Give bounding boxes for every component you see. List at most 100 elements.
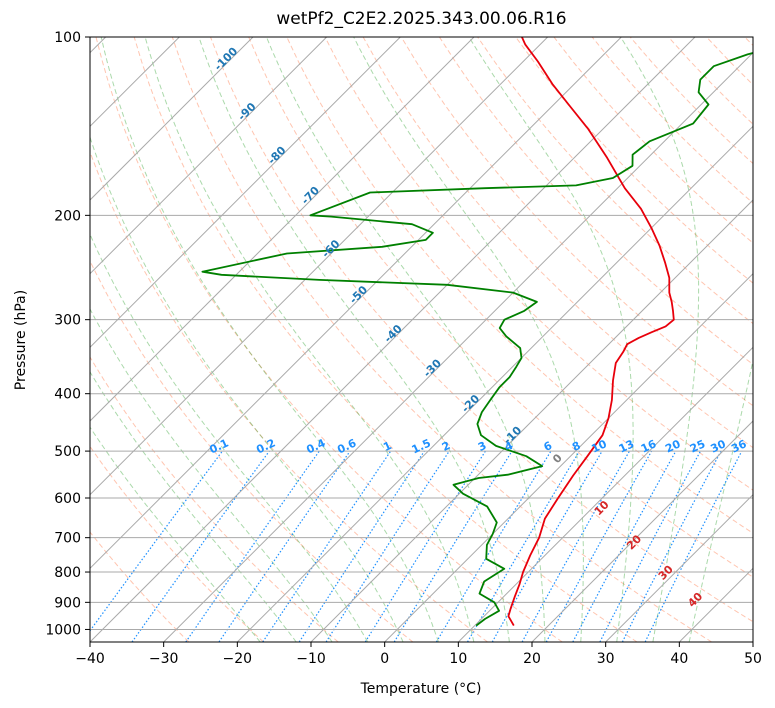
mixing-ratio-line — [298, 450, 425, 642]
dry-adiabat-line — [706, 37, 753, 86]
y-axis-label: Pressure (hPa) — [13, 290, 29, 390]
mixing-ratio-line — [185, 450, 320, 642]
mixing-ratio-label: 20 — [663, 437, 683, 455]
moist-adiabat-line — [90, 426, 261, 642]
isotherm-line — [90, 37, 401, 349]
dry-adiabat-line — [248, 37, 753, 578]
moist-adiabat-line — [100, 37, 439, 642]
moist-adiabat-line — [144, 37, 475, 642]
x-tick-label: −40 — [75, 651, 105, 667]
mixing-ratio-line — [131, 450, 270, 642]
y-tick-label: 900 — [54, 595, 81, 611]
x-tick-label: 0 — [380, 651, 389, 667]
dry-adiabat-line — [90, 150, 488, 642]
mixing-ratio-line — [621, 450, 722, 642]
mixing-ratio-label: 0.2 — [254, 436, 277, 456]
dry-adiabat-line — [210, 37, 753, 623]
isotherm-label: -100 — [212, 44, 241, 73]
mixing-ratio-line — [545, 450, 653, 642]
mixing-ratio-label: 16 — [639, 437, 659, 455]
isotherm-line — [605, 493, 753, 642]
isotherm-line — [310, 199, 753, 642]
moist-adiabat-line — [198, 37, 510, 642]
mixing-ratio-line — [218, 450, 351, 642]
mixing-ratio-label: 36 — [729, 437, 749, 455]
isotherm-line — [90, 37, 622, 570]
mixing-ratio-line — [90, 450, 223, 632]
dry-adiabat-line — [400, 37, 753, 407]
isotherm-line — [678, 567, 753, 642]
isotherm-label: -80 — [265, 144, 288, 167]
y-tick-label: 300 — [54, 313, 81, 329]
mixing-ratio-label: 3 — [476, 439, 488, 454]
dry-adiabat-line — [90, 531, 190, 642]
y-tick-label: 800 — [54, 565, 81, 581]
x-tick-label: 30 — [597, 651, 615, 667]
mixing-ratio-line — [325, 450, 450, 642]
moist-adiabat-line — [90, 135, 404, 642]
axes-layer: −40 −30 −20 −10 0 10 20 30 40 5010020030040050060… — [45, 30, 762, 667]
mixing-ratio-label: 1.5 — [410, 436, 433, 456]
x-tick-label: 20 — [523, 651, 541, 667]
isotherm-label: -60 — [319, 237, 342, 260]
dry-adiabat-line — [744, 37, 753, 47]
dry-adiabat-line — [438, 37, 753, 366]
dry-adiabat-line — [324, 37, 753, 491]
chart-title: wetPf2_C2E2.2025.343.00.06.R16 — [276, 9, 567, 29]
mixing-ratio-label: 6 — [542, 439, 555, 454]
isotherm-line — [531, 420, 753, 642]
moist-adiabat-line — [688, 358, 753, 642]
isotherm-line — [752, 641, 753, 642]
x-tick-label: −20 — [223, 651, 253, 667]
y-tick-label: 200 — [54, 208, 81, 224]
dry-adiabat-line — [90, 259, 414, 642]
x-axis-label: Temperature (°C) — [360, 681, 482, 697]
wetbulb-label: 20 — [624, 532, 644, 552]
wetbulb-label: 30 — [656, 563, 676, 583]
mixing-ratio-label: 13 — [617, 437, 636, 455]
x-tick-label: −30 — [149, 651, 179, 667]
dry-adiabat-line — [95, 37, 563, 642]
mixing-ratio-line — [262, 450, 392, 642]
y-tick-label: 400 — [54, 387, 81, 403]
dry-adiabat-line — [90, 356, 339, 642]
mixing-ratio-line — [521, 450, 631, 642]
mixing-ratio-label: 10 — [589, 437, 609, 455]
mixing-ratio-line — [393, 450, 513, 642]
isotherm-line — [90, 37, 549, 496]
moist-adiabat-line — [90, 308, 333, 642]
isotherm-label: -40 — [382, 322, 405, 345]
profile-lines-layer — [201, 37, 753, 627]
isotherm-line — [457, 346, 753, 642]
mixing-ratio-label: 0.6 — [335, 436, 358, 456]
mixing-ratio-label: 1 — [381, 439, 393, 454]
mixing-ratio-line — [435, 450, 552, 642]
y-tick-label: 700 — [54, 531, 81, 547]
isotherm-line — [236, 125, 753, 642]
isotherm-label: -50 — [347, 283, 370, 306]
dry-adiabat-line — [515, 37, 753, 284]
mixing-ratio-label: 30 — [708, 437, 728, 455]
mixing-ratio-line — [364, 450, 486, 642]
mixing-ratio-line — [599, 450, 702, 642]
temperature-profile-line — [507, 37, 675, 627]
y-tick-label: 600 — [54, 491, 81, 507]
y-tick-label: 1000 — [45, 622, 81, 638]
wetbulb-label: 40 — [685, 590, 705, 610]
moist-adiabat-line — [468, 37, 634, 642]
isotherm-label: -70 — [299, 184, 322, 207]
isotherm-line — [90, 37, 475, 422]
wetbulb-label: 10 — [592, 498, 612, 518]
isotherm-label: -20 — [459, 392, 482, 415]
x-tick-label: 50 — [744, 651, 762, 667]
isotherm-line — [384, 272, 753, 642]
dry-adiabat-line — [362, 37, 753, 449]
y-tick-label: 100 — [54, 30, 81, 46]
mixing-ratio-label: 25 — [688, 437, 707, 455]
isotherm-line — [90, 37, 254, 201]
isotherm-line — [163, 51, 753, 642]
dry-adiabat-line — [133, 37, 638, 642]
isotherm-label: -30 — [421, 356, 444, 379]
mixing-ratio-line — [572, 450, 677, 642]
